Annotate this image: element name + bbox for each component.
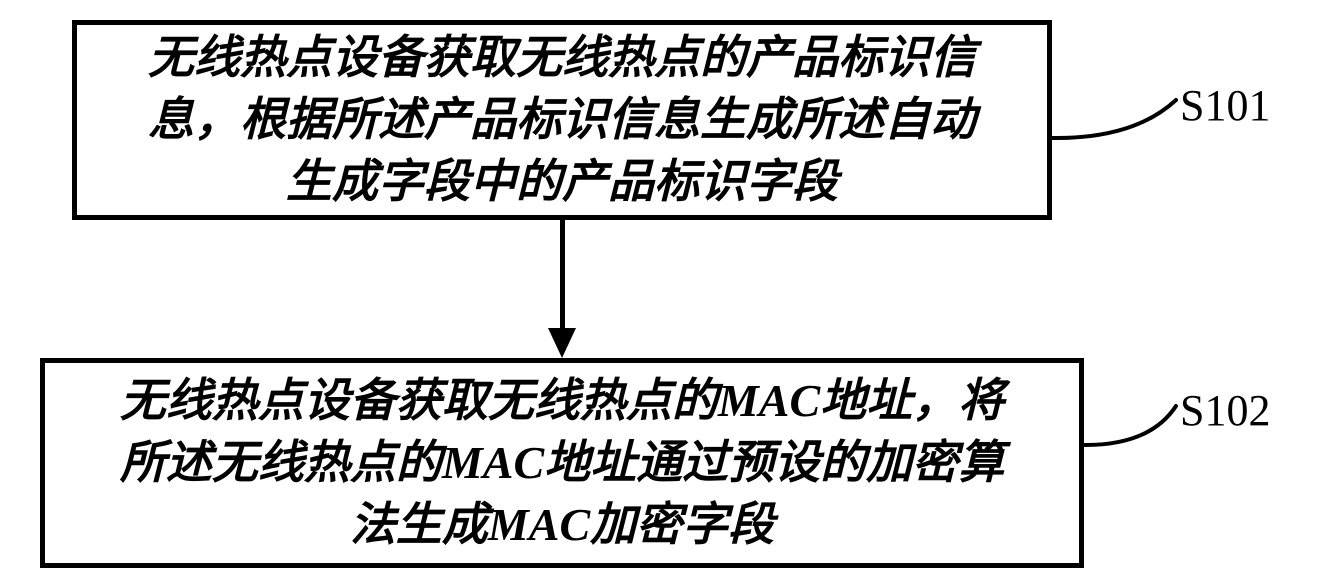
flow-step-1-text: 无线热点设备获取无线热点的产品标识信 息，根据所述产品标识信息生成所述自动 生成… xyxy=(77,27,1047,213)
arrow-step1-to-step2-head xyxy=(548,328,576,358)
diagram-canvas: 无线热点设备获取无线热点的产品标识信 息，根据所述产品标识信息生成所述自动 生成… xyxy=(0,0,1332,586)
step-label-s101: S101 xyxy=(1180,80,1270,131)
flow-step-2: 无线热点设备获取无线热点的MAC地址，将 所述无线热点的MAC地址通过预设的加密… xyxy=(40,358,1084,568)
flow-step-2-text: 无线热点设备获取无线热点的MAC地址，将 所述无线热点的MAC地址通过预设的加密… xyxy=(45,370,1079,556)
flow-step-1: 无线热点设备获取无线热点的产品标识信 息，根据所述产品标识信息生成所述自动 生成… xyxy=(72,20,1052,220)
arrow-step1-to-step2-line xyxy=(560,220,565,328)
step-label-s102: S102 xyxy=(1180,385,1270,436)
